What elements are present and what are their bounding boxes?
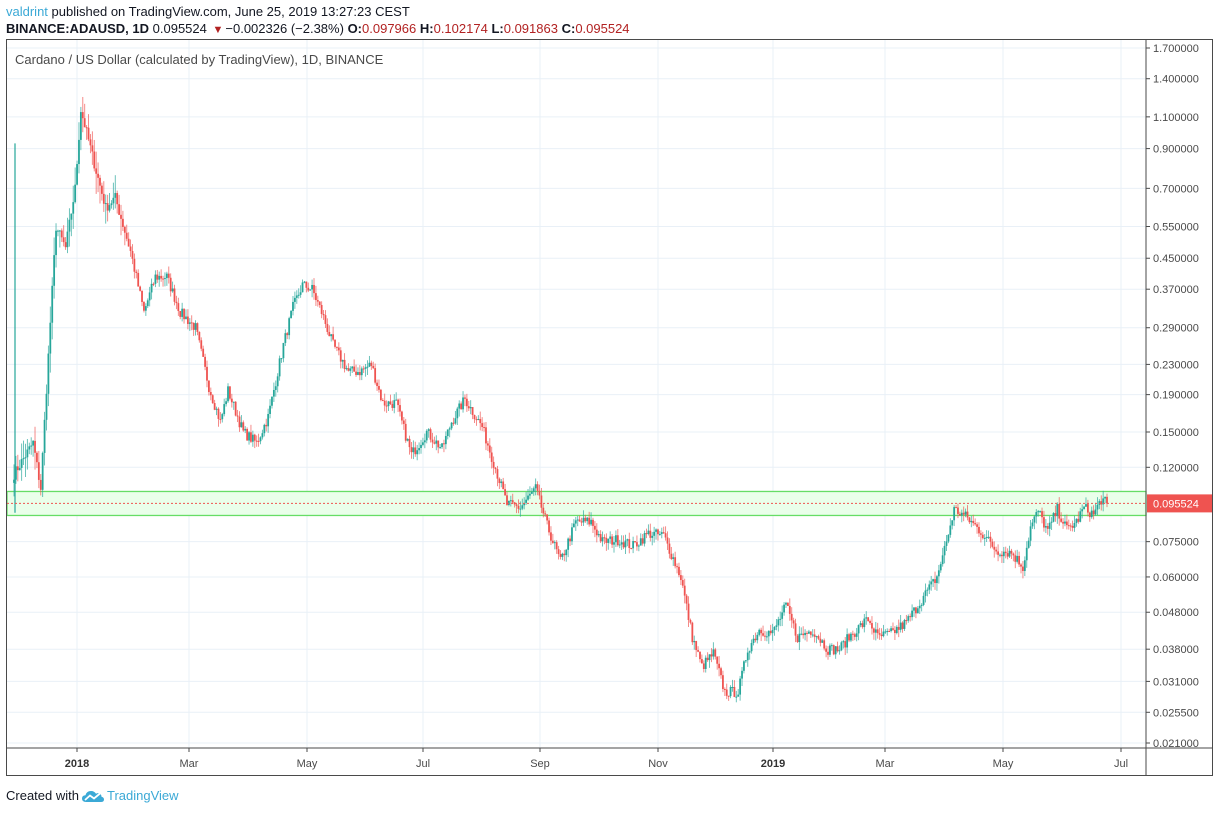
ohlc-open-value: 0.097966 [362, 21, 417, 36]
symbol-info-bar: BINANCE:ADAUSD, 1D 0.095524 ▼ −0.002326 (… [6, 21, 630, 36]
chart-legend: Cardano / US Dollar (calculated by Tradi… [15, 52, 384, 67]
price-change: −0.002326 (−2.38%) [225, 21, 344, 36]
y-axis-tick-label: 0.120000 [1153, 462, 1199, 474]
y-axis-tick-label: 0.290000 [1153, 323, 1199, 335]
y-axis-tick-label: 0.550000 [1153, 221, 1199, 233]
y-axis-tick-label: 1.400000 [1153, 74, 1199, 86]
chart-axes: 1.700000 1.400000 1.100000 0.900000 0.700000… [7, 40, 1212, 776]
y-axis-tick-label: 1.700000 [1153, 43, 1199, 55]
x-axis-tick-label: Mar [876, 758, 895, 770]
x-axis-tick-label: Jul [416, 758, 430, 770]
current-price-label: 0.095524 [1147, 494, 1212, 513]
triangle-down-icon: ▼ [212, 24, 224, 36]
x-axis-tick-label: Jul [1114, 758, 1128, 770]
y-axis-tick-label: 0.450000 [1153, 253, 1199, 265]
x-axis-tick-label: Sep [530, 758, 550, 770]
tradingview-cloud-icon [81, 790, 104, 802]
x-axis-tick-label: 2019 [761, 758, 785, 770]
y-axis-tick-label: 0.230000 [1153, 359, 1199, 371]
published-text: published on TradingView.com, June 25, 2… [51, 4, 410, 19]
y-axis-tick-label: 0.370000 [1153, 284, 1199, 296]
x-axis-tick-label: Nov [648, 758, 668, 770]
y-axis-tick-label: 0.190000 [1153, 390, 1199, 402]
y-axis-tick-label: 1.100000 [1153, 112, 1199, 124]
author-link[interactable]: valdrint [6, 4, 48, 19]
y-axis-tick-label: 0.025500 [1153, 707, 1199, 719]
y-axis-tick-label: 0.031000 [1153, 676, 1199, 688]
x-axis-tick-label: Mar [180, 758, 199, 770]
y-axis-tick-label: 0.700000 [1153, 183, 1199, 195]
publish-info: valdrint published on TradingView.com, J… [6, 4, 410, 19]
y-axis-tick-label: 0.150000 [1153, 427, 1199, 439]
svg-text:0.095524: 0.095524 [1153, 498, 1199, 510]
y-axis-tick-label: 0.038000 [1153, 644, 1199, 656]
y-axis-tick-label: 0.021000 [1153, 738, 1199, 750]
x-axis-tick-label: May [993, 758, 1014, 770]
candlestick-series [13, 96, 1108, 703]
y-axis-tick-label: 0.060000 [1153, 572, 1199, 584]
chart-frame [6, 39, 1213, 776]
ohlc-high-key: H: [419, 21, 434, 36]
footer: Created with TradingView [6, 788, 179, 803]
chart-grid [7, 40, 1146, 748]
x-axis-tick-label: May [297, 758, 318, 770]
last-price: 0.095524 [152, 21, 207, 36]
y-axis-tick-label: 0.075000 [1153, 537, 1199, 549]
y-axis-tick-label: 0.048000 [1153, 607, 1199, 619]
ohlc-close-value: 0.095524 [575, 21, 630, 36]
symbol-name: BINANCE:ADAUSD, 1D [6, 21, 150, 36]
tradingview-brand-link[interactable]: TradingView [106, 788, 179, 803]
x-axis-tick-label: 2018 [65, 758, 89, 770]
ohlc-open-key: O: [347, 21, 363, 36]
y-axis-tick-label: 0.900000 [1153, 144, 1199, 156]
ohlc-high-value: 0.102174 [433, 21, 488, 36]
created-with-text: Created with [6, 788, 79, 803]
ohlc-close-key: C: [561, 21, 576, 36]
ohlc-low-value: 0.091863 [503, 21, 558, 36]
ohlc-low-key: L: [491, 21, 504, 36]
